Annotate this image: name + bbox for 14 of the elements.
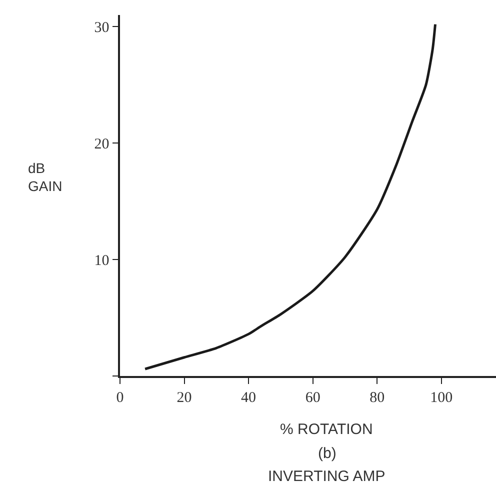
text: (b) bbox=[318, 445, 336, 462]
text: INVERTING AMP bbox=[268, 468, 386, 485]
y-axis-title: dB GAIN bbox=[28, 160, 62, 194]
x-tick-label: 60 bbox=[305, 390, 320, 406]
line-series bbox=[144, 23, 437, 370]
x-tick-label: 100 bbox=[430, 390, 453, 406]
y-tick-label: 20 bbox=[94, 136, 110, 152]
y-tick-label: 10 bbox=[94, 252, 110, 269]
x-tick-label: 40 bbox=[241, 390, 256, 406]
x-tick-label: 0 bbox=[116, 390, 124, 406]
x-tick-label: 20 bbox=[176, 390, 192, 406]
x-tick-label: 80 bbox=[370, 390, 385, 406]
x-axis-title: % ROTATION bbox=[280, 421, 373, 438]
y-tick-label: 30 bbox=[94, 20, 110, 36]
